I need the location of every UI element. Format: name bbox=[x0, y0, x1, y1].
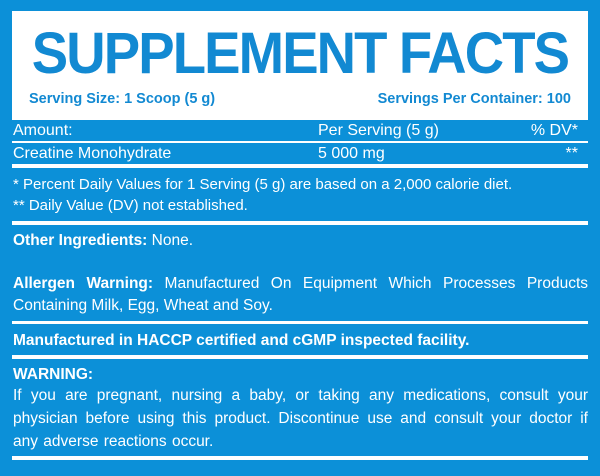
ingredient-amount: 5 000 mg bbox=[318, 144, 385, 162]
footnote-dv-not-established: ** Daily Value (DV) not established. bbox=[13, 197, 248, 214]
page-title: SUPPLEMENT FACTS bbox=[31, 21, 570, 86]
facility-statement: Manufactured in HACCP certified and cGMP… bbox=[12, 324, 588, 359]
warning-text: If you are pregnant, nursing a baby, or … bbox=[13, 387, 588, 450]
label-body: Amount: Per Serving (5 g) % DV* Creatine… bbox=[12, 120, 588, 460]
ingredient-dv: ** bbox=[565, 144, 578, 162]
serving-info-row: Serving Size: 1 Scoop (5 g) Servings Per… bbox=[29, 91, 571, 107]
column-header-dv: % DV* bbox=[530, 121, 578, 139]
label-header: SUPPLEMENT FACTS Serving Size: 1 Scoop (… bbox=[12, 11, 588, 120]
other-ingredients-label: Other Ingredients: bbox=[13, 232, 148, 249]
other-ingredients-value: None. bbox=[151, 232, 194, 249]
other-ingredients-section: Other Ingredients: None. bbox=[12, 231, 588, 251]
column-header-amount: Amount: bbox=[13, 121, 73, 139]
servings-per-container: Servings Per Container: 100 bbox=[377, 91, 571, 107]
footnotes-section: * Percent Daily Values for 1 Serving (5 … bbox=[12, 168, 588, 225]
warning-section: WARNING: If you are pregnant, nursing a … bbox=[12, 359, 588, 460]
serving-size: Serving Size: 1 Scoop (5 g) bbox=[29, 91, 216, 107]
footnote-percent-dv: * Percent Daily Values for 1 Serving (5 … bbox=[13, 176, 513, 193]
table-header-row: Amount: Per Serving (5 g) % DV* bbox=[12, 120, 588, 143]
allergen-warning-text: Manufactured On Equipment Which Processe… bbox=[13, 275, 588, 314]
allergen-warning-label: Allergen Warning: bbox=[13, 275, 154, 292]
ingredient-name: Creatine Monohydrate bbox=[13, 144, 172, 162]
warning-label: WARNING: bbox=[13, 366, 94, 383]
allergen-warning-section: Allergen Warning: Manufactured On Equipm… bbox=[12, 273, 588, 324]
table-row: Creatine Monohydrate 5 000 mg ** bbox=[12, 143, 588, 168]
column-header-per-serving: Per Serving (5 g) bbox=[318, 121, 439, 139]
